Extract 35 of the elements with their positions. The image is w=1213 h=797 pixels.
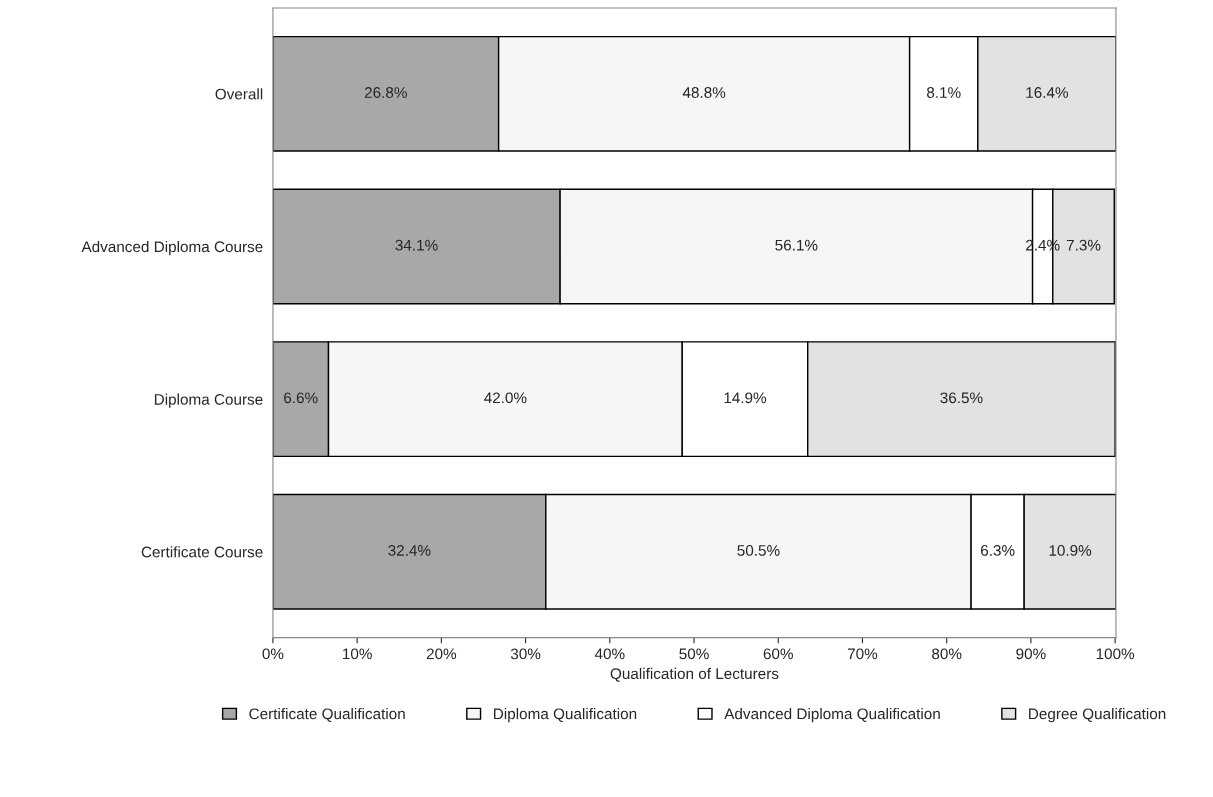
x-tick-label: 0% — [262, 648, 284, 660]
legend-label: Diploma Qualification — [494, 708, 637, 723]
x-tick-label: 30% — [510, 648, 541, 660]
data-label: 7.3% — [1066, 239, 1101, 251]
data-label: 32.4% — [388, 545, 431, 556]
x-tick-label: 70% — [847, 648, 878, 660]
x-tick-label: 50% — [679, 648, 709, 660]
data-label: 50.5% — [737, 545, 780, 556]
x-axis-title: Qualification of Lecturers — [610, 667, 779, 682]
x-tick-label: 100% — [1096, 648, 1135, 660]
data-label: 16.4% — [1026, 87, 1069, 98]
y-tick-label: Overall — [215, 88, 263, 100]
x-tick-label: 10% — [343, 648, 372, 660]
x-tick-label: 60% — [763, 648, 793, 660]
x-tick-label: 40% — [594, 648, 625, 660]
data-label: 6.6% — [284, 392, 318, 404]
legend-label: Degree Qualification — [1029, 708, 1166, 723]
data-label: 26.8% — [364, 87, 407, 98]
data-label: 48.8% — [682, 87, 726, 98]
data-label: 56.1% — [775, 239, 818, 251]
x-tick-label: 20% — [426, 648, 457, 660]
legend-label: Advanced Diploma Qualification — [724, 708, 940, 723]
data-label: 6.3% — [981, 545, 1015, 556]
x-tick-label: 80% — [932, 648, 962, 660]
data-label: 42.0% — [484, 392, 527, 404]
data-label: 10.9% — [1049, 545, 1092, 556]
y-tick-label: Advanced Diploma Course — [81, 240, 263, 256]
data-label: 14.9% — [724, 392, 767, 404]
data-label: 34.1% — [395, 239, 438, 251]
y-tick-label: Diploma Course — [154, 393, 263, 408]
data-label: 8.1% — [926, 87, 961, 98]
legend-label: Certificate Qualification — [249, 708, 405, 722]
y-tick-label: Certificate Course — [141, 546, 263, 558]
x-tick-label: 90% — [1016, 648, 1046, 660]
data-label: 36.5% — [940, 392, 983, 404]
